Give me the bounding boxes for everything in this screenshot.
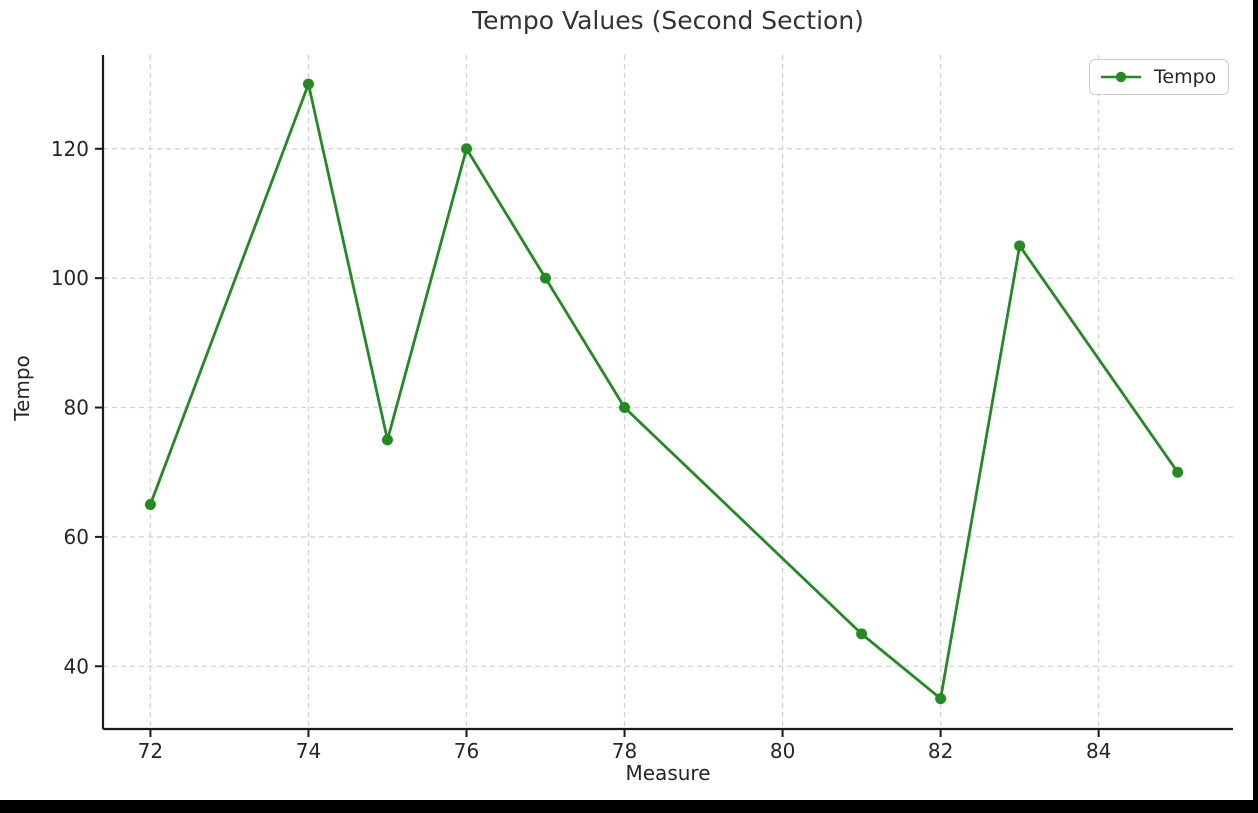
data-point-marker — [460, 143, 472, 155]
legend-label: Tempo — [1154, 66, 1217, 88]
data-point-marker — [856, 628, 868, 640]
data-point-marker — [144, 499, 156, 511]
data-point-marker — [935, 693, 947, 705]
data-point-marker — [619, 402, 631, 414]
legend-line-icon — [1101, 71, 1141, 83]
y-axis-label: Tempo — [10, 355, 34, 421]
x-tick-label: 82 — [928, 739, 953, 763]
data-point-marker — [381, 434, 393, 446]
data-point-marker — [1014, 240, 1026, 252]
y-tick-label: 40 — [64, 654, 89, 678]
y-tick-label: 100 — [51, 266, 89, 290]
y-tick-label: 80 — [64, 396, 89, 420]
x-tick-label: 76 — [454, 739, 479, 763]
x-axis-label: Measure — [625, 761, 711, 785]
data-point-marker — [302, 78, 314, 90]
x-tick-label: 74 — [296, 739, 321, 763]
x-tick-label: 84 — [1086, 739, 1111, 763]
data-point-marker — [540, 272, 552, 284]
chart-title: Tempo Values (Second Section) — [472, 6, 864, 35]
x-tick-label: 80 — [770, 739, 795, 763]
y-tick-label: 60 — [64, 525, 89, 549]
tempo-series-line — [149, 82, 1180, 700]
x-tick-label: 78 — [612, 739, 637, 763]
screen-edge-bottom — [0, 800, 1258, 813]
x-tick-label: 72 — [138, 739, 163, 763]
legend: Tempo — [1089, 59, 1230, 95]
screen-edge-right — [1253, 0, 1258, 813]
y-tick-label: 120 — [51, 137, 89, 161]
data-point-marker — [1172, 466, 1184, 478]
